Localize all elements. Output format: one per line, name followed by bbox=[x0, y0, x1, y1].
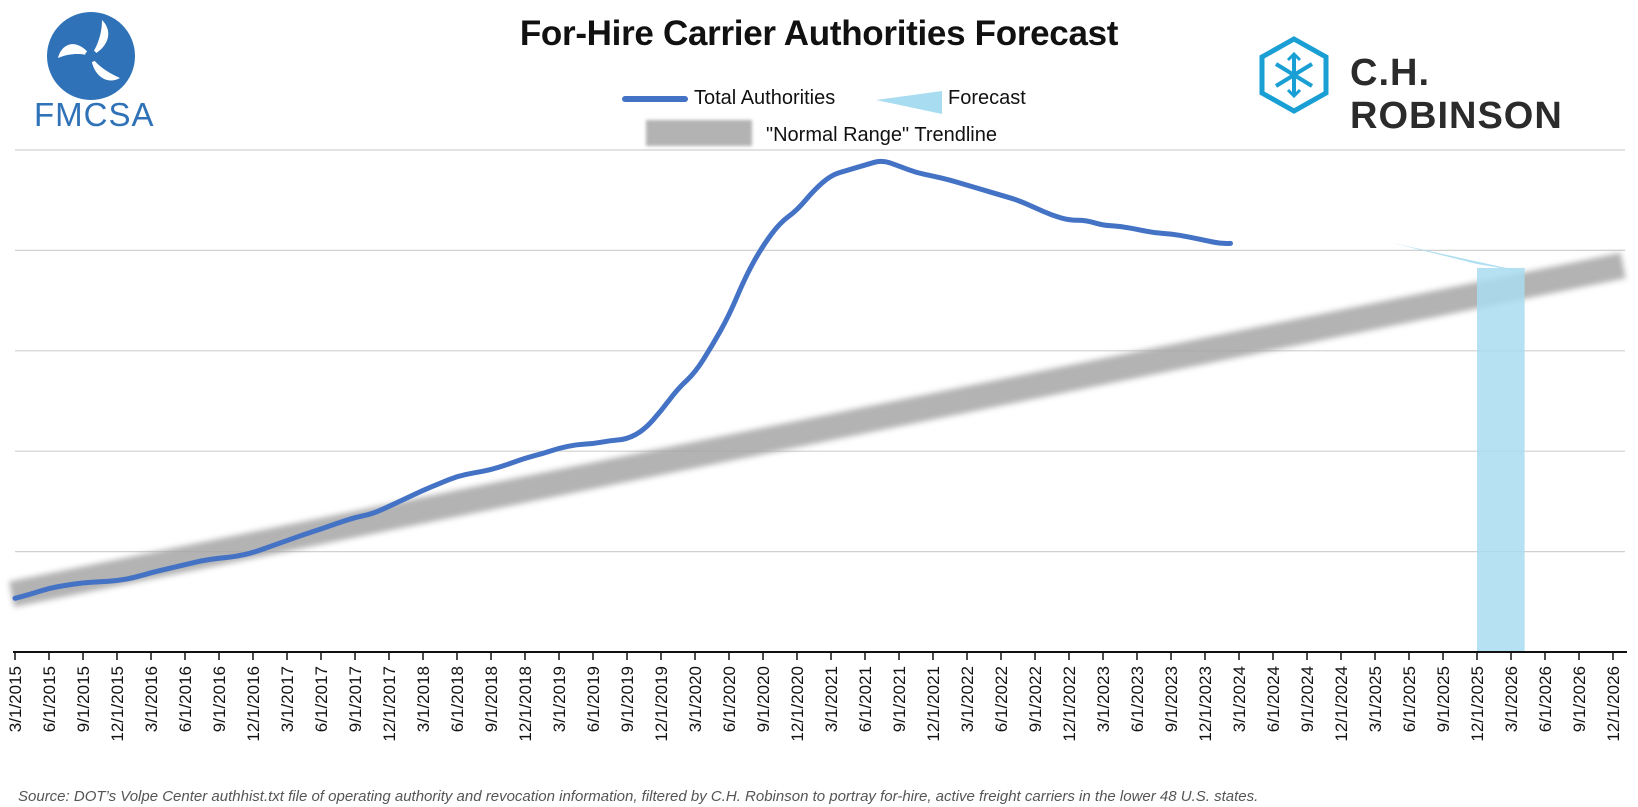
series-line-total-authorities bbox=[12, 158, 1233, 601]
x-tick-label: 3/1/2025 bbox=[1366, 666, 1385, 732]
x-tick-label: 12/1/2026 bbox=[1604, 666, 1623, 742]
x-tick-label: 6/1/2017 bbox=[312, 666, 331, 732]
x-tick-label: 9/1/2023 bbox=[1162, 666, 1181, 732]
x-tick-label: 12/1/2025 bbox=[1468, 666, 1487, 742]
legend-swatch-normal-range bbox=[646, 120, 752, 146]
x-tick-label: 3/1/2020 bbox=[686, 666, 705, 732]
x-tick-label: 3/1/2015 bbox=[6, 666, 25, 732]
x-tick-label: 9/1/2026 bbox=[1570, 666, 1589, 732]
x-tick-label: 9/1/2021 bbox=[890, 666, 909, 732]
x-tick-label: 12/1/2019 bbox=[652, 666, 671, 742]
chart-title: For-Hire Carrier Authorities Forecast bbox=[519, 14, 1119, 53]
x-tick-label: 9/1/2025 bbox=[1434, 666, 1453, 732]
x-tick-label: 6/1/2025 bbox=[1400, 666, 1419, 732]
forecast-wedge bbox=[1392, 242, 1525, 272]
x-tick-label: 6/1/2021 bbox=[856, 666, 875, 732]
legend-swatch-total-authorities bbox=[622, 96, 688, 102]
x-tick-label: 9/1/2017 bbox=[346, 666, 365, 732]
x-tick-label: 6/1/2016 bbox=[176, 666, 195, 732]
chr-logo-icon bbox=[1259, 36, 1329, 114]
x-tick-label: 6/1/2015 bbox=[40, 666, 59, 732]
x-tick-label: 6/1/2020 bbox=[720, 666, 739, 732]
x-tick-label: 12/1/2016 bbox=[244, 666, 263, 742]
x-tick-label: 3/1/2019 bbox=[550, 666, 569, 732]
x-tick-label: 6/1/2023 bbox=[1128, 666, 1147, 732]
x-tick-label: 9/1/2016 bbox=[210, 666, 229, 732]
fmcsa-logo-text: FMCSA bbox=[34, 96, 155, 133]
x-tick-label: 3/1/2022 bbox=[958, 666, 977, 732]
legend-label-total-authorities: Total Authorities bbox=[694, 87, 836, 109]
x-tick-label: 9/1/2018 bbox=[482, 666, 501, 732]
x-tick-label: 6/1/2022 bbox=[992, 666, 1011, 732]
x-tick-label: 3/1/2017 bbox=[278, 666, 297, 732]
legend-swatch-forecast bbox=[876, 91, 942, 114]
chr-logo-text: C.H. ROBINSON bbox=[1350, 52, 1563, 137]
x-tick-label: 6/1/2018 bbox=[448, 666, 467, 732]
x-tick-label: 6/1/2024 bbox=[1264, 666, 1283, 732]
fmcsa-logo-icon bbox=[47, 12, 135, 100]
x-tick-label: 3/1/2016 bbox=[142, 666, 161, 732]
forecast-column bbox=[1477, 267, 1525, 652]
x-tick-label: 12/1/2024 bbox=[1332, 666, 1351, 742]
x-tick-label: 9/1/2019 bbox=[618, 666, 637, 732]
x-tick-label: 12/1/2023 bbox=[1196, 666, 1215, 742]
trend-band bbox=[9, 252, 1626, 608]
x-tick-label: 9/1/2022 bbox=[1026, 666, 1045, 732]
x-tick-label: 12/1/2017 bbox=[380, 666, 399, 742]
x-tick-label: 12/1/2015 bbox=[108, 666, 127, 742]
x-tick-label: 3/1/2026 bbox=[1502, 666, 1521, 732]
x-tick-label: 9/1/2020 bbox=[754, 666, 773, 732]
x-tick-label: 12/1/2020 bbox=[788, 666, 807, 742]
legend-label-normal-range: "Normal Range" Trendline bbox=[766, 124, 997, 146]
x-tick-label: 12/1/2022 bbox=[1060, 666, 1079, 742]
x-tick-label: 3/1/2024 bbox=[1230, 666, 1249, 732]
x-tick-label: 6/1/2026 bbox=[1536, 666, 1555, 732]
x-tick-label: 9/1/2015 bbox=[74, 666, 93, 732]
x-tick-label: 3/1/2021 bbox=[822, 666, 841, 732]
x-tick-label: 12/1/2021 bbox=[924, 666, 943, 742]
x-tick-label: 9/1/2024 bbox=[1298, 666, 1317, 732]
legend-label-forecast: Forecast bbox=[948, 87, 1026, 109]
x-tick-label: 12/1/2018 bbox=[516, 666, 535, 742]
x-tick-label: 3/1/2023 bbox=[1094, 666, 1113, 732]
x-tick-label: 6/1/2019 bbox=[584, 666, 603, 732]
source-note: Source: DOT’s Volpe Center authhist.txt … bbox=[18, 788, 1259, 805]
x-tick-label: 3/1/2018 bbox=[414, 666, 433, 732]
